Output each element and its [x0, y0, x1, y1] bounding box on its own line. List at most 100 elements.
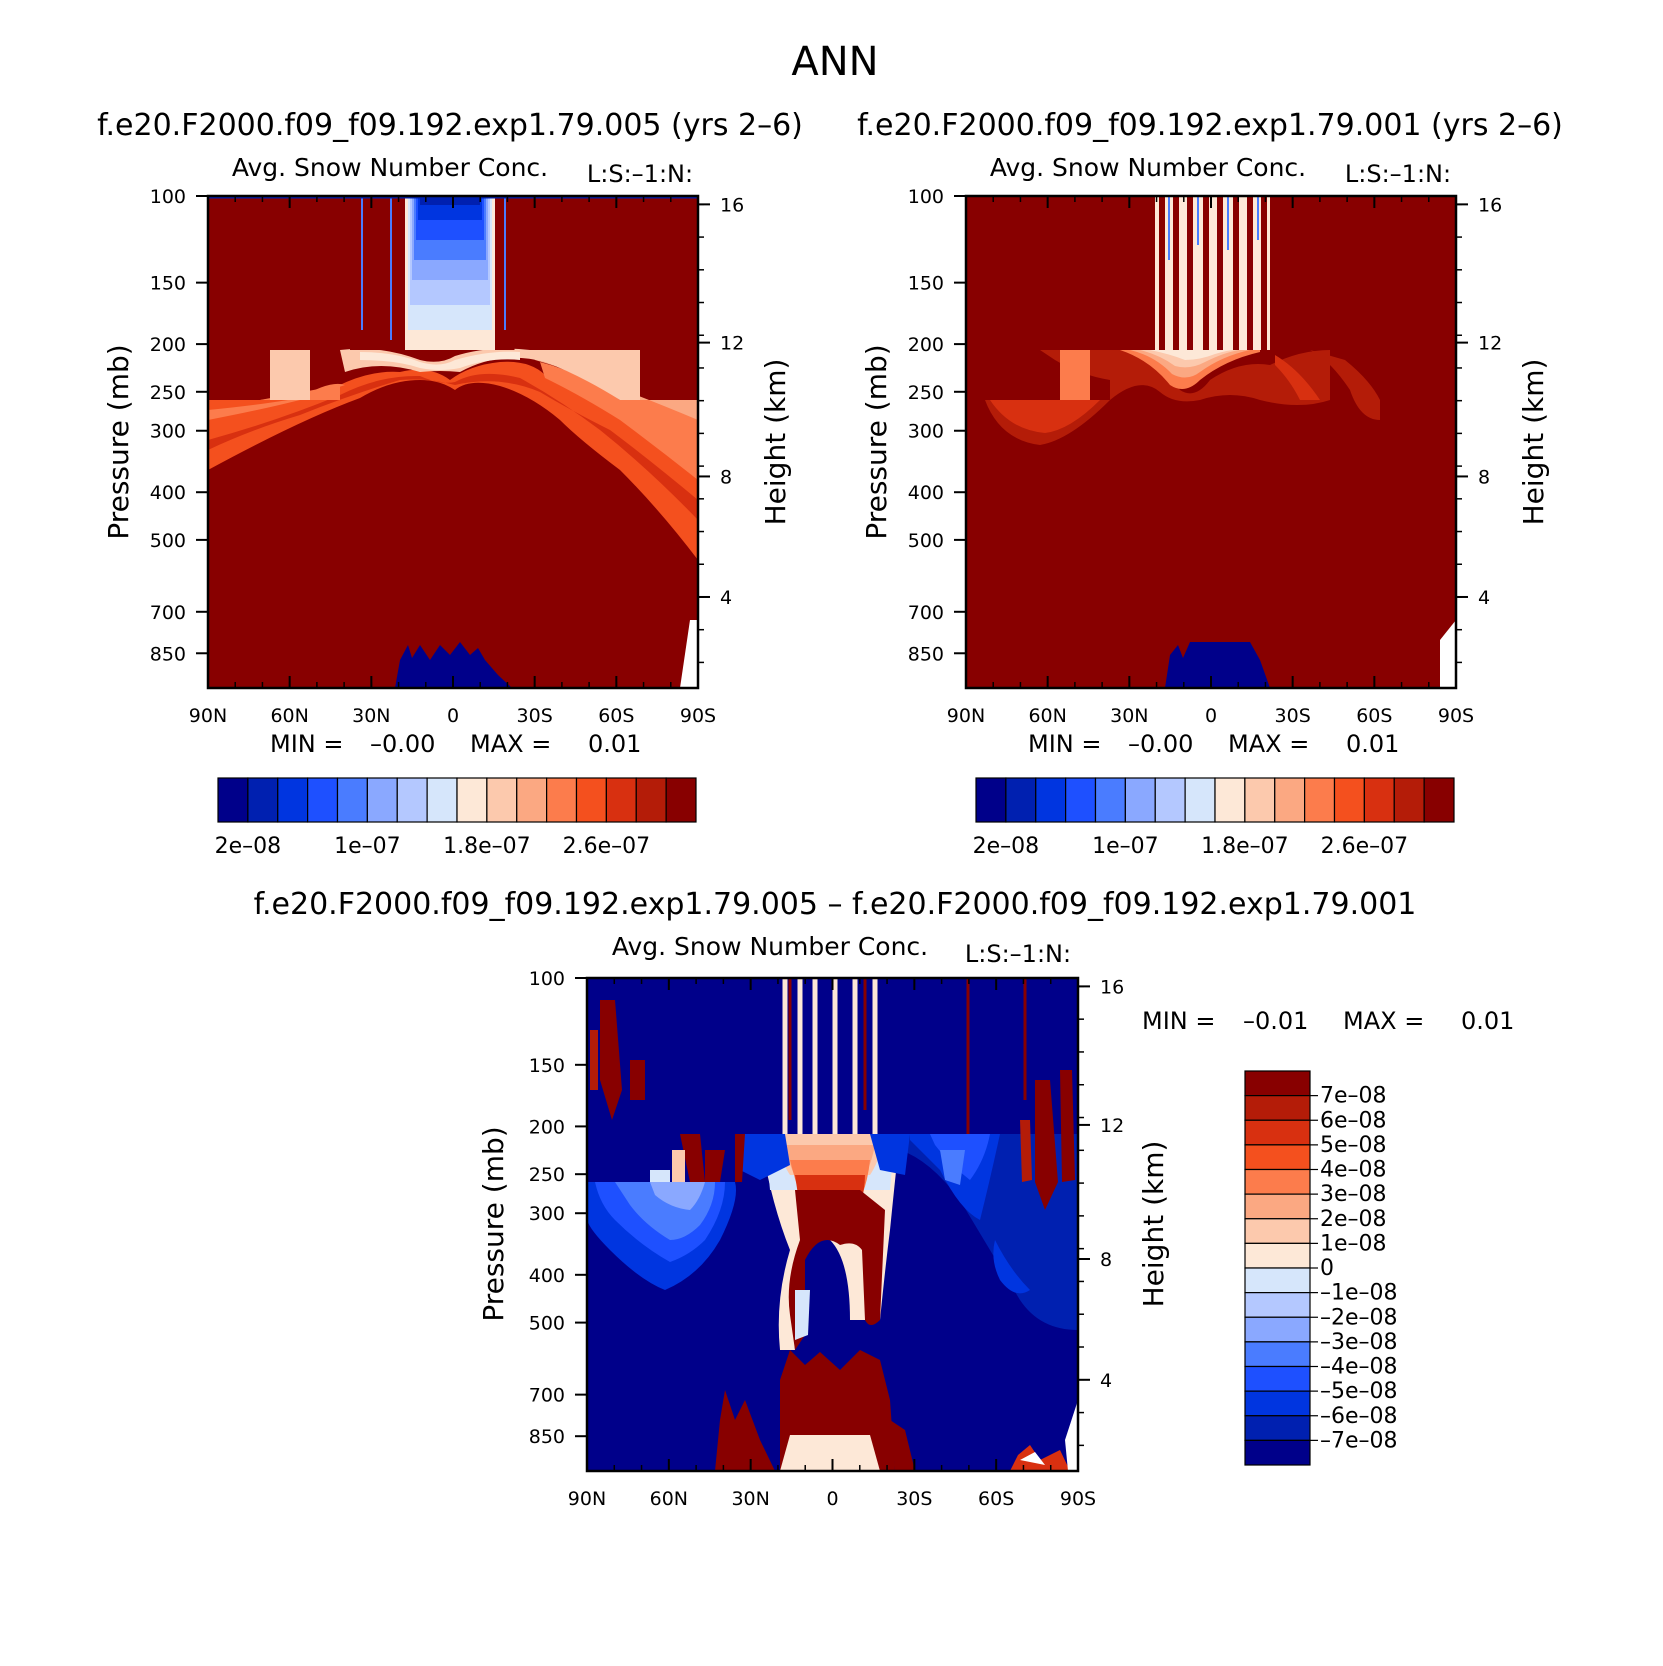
panel-b-min-label: MIN =	[1028, 730, 1101, 758]
panel-b-ytick-label: 400	[908, 482, 944, 504]
panel-a-colorbar-box	[307, 777, 339, 823]
panel-c-colorbar-box	[1244, 1365, 1311, 1392]
panel-a-colorbar: 2e–08 1e–07 1.8e–07 2.6e–07	[215, 777, 697, 859]
panel-a-ytick-label: 200	[150, 334, 186, 356]
panel-b-colorbar-box	[1094, 777, 1126, 823]
panel-a-min-value: –0.00	[370, 730, 435, 758]
panel-c-xtick-label: 30S	[896, 1488, 932, 1510]
panel-b-xtick-label: 60N	[1028, 705, 1066, 727]
panel-c-colorbar-label: –4e–08	[1320, 1355, 1398, 1380]
panel-b-min-value: –0.00	[1128, 730, 1193, 758]
panel-a-colorbar-box	[575, 777, 607, 823]
panel-b-colorbar-box	[1274, 777, 1306, 823]
panel-b-colorbar-label: 2e–08	[973, 834, 1040, 859]
panel-c-y2tick-label: 8	[1100, 1249, 1112, 1271]
panel-a-colorbar-box	[665, 777, 697, 823]
panel-a-colorbar-box	[456, 777, 488, 823]
panel-b-colorbar-label: 1e–07	[1092, 834, 1159, 859]
panel-b-case-title: f.e20.F2000.f09_f09.192.exp1.79.001 (yrs…	[857, 108, 1563, 143]
panel-c-colorbar-label: 0	[1320, 1256, 1334, 1281]
panel-b-xtick-label: 90S	[1438, 705, 1474, 727]
panel-b-y2label: Height (km)	[1517, 359, 1550, 526]
panel-a-colorbar-box	[546, 777, 578, 823]
panel-c-colorbar-box	[1244, 1070, 1311, 1097]
panel-a-colorbar-box	[605, 777, 637, 823]
panel-a-min-label: MIN =	[270, 730, 343, 758]
panel-b-xtick-label: 30N	[1110, 705, 1148, 727]
panel-c-y2tick-label: 12	[1100, 1115, 1124, 1137]
panel-c-contour-field	[587, 978, 1078, 1471]
panel-b-xtick-label: 60S	[1356, 705, 1392, 727]
panel-c-xtick-label: 30N	[731, 1488, 769, 1510]
panel-b-colorbar-box	[1005, 777, 1037, 823]
panel-c-ytick-label: 400	[529, 1265, 565, 1287]
panel-b-ylabel: Pressure (mb)	[860, 344, 893, 539]
panel-c-colorbar-label: –1e–08	[1320, 1281, 1398, 1306]
panel-case-b: f.e20.F2000.f09_f09.192.exp1.79.001 (yrs…	[857, 108, 1563, 859]
panel-b-ytick-label: 200	[908, 334, 944, 356]
panel-c-colorbar-label: 7e–08	[1320, 1084, 1387, 1109]
panel-c-colorbar-label: –5e–08	[1320, 1379, 1398, 1404]
panel-c-colorbar-box	[1244, 1390, 1311, 1417]
panel-a-xtick-label: 60N	[270, 705, 308, 727]
panel-a-colorbar-label: 1e–07	[334, 834, 401, 859]
panel-c-ytick-label: 150	[529, 1055, 565, 1077]
panel-b-ytick-label: 150	[908, 273, 944, 295]
panel-c-colorbar-box	[1244, 1144, 1311, 1171]
panel-c-ytick-label: 700	[529, 1385, 565, 1407]
panel-b-ytick-label: 100	[908, 186, 944, 208]
panel-c-colorbar-box	[1244, 1193, 1311, 1220]
panel-b-colorbar-box	[1333, 777, 1365, 823]
panel-c-ytick-label: 850	[529, 1426, 565, 1448]
panel-a-colorbar-box	[247, 777, 279, 823]
panel-a-y2label: Height (km)	[759, 359, 792, 526]
panel-c-colorbar-box	[1244, 1415, 1311, 1441]
panel-b-ytick-label: 250	[908, 382, 944, 404]
panel-a-y2tick-label: 8	[720, 466, 732, 488]
panel-c-colorbar-box	[1244, 1316, 1311, 1343]
panel-a-case-title: f.e20.F2000.f09_f09.192.exp1.79.005 (yrs…	[97, 108, 803, 143]
panel-a-colorbar-box	[336, 777, 368, 823]
panel-b-units: L:S:–1:N:	[1345, 160, 1451, 188]
panel-c-colorbar-label: 5e–08	[1320, 1133, 1387, 1158]
panel-b-ytick-label: 700	[908, 602, 944, 624]
panel-b-y2tick-label: 16	[1478, 194, 1502, 216]
panel-a-xtick-label: 90S	[680, 705, 716, 727]
panel-b-colorbar-label: 1.8e–07	[1201, 834, 1289, 859]
panel-c-colorbar-box	[1244, 1218, 1311, 1244]
panel-a-ytick-label: 850	[150, 643, 186, 665]
panel-a-colorbar-box	[217, 777, 249, 823]
panel-c-max-label: MAX =	[1343, 1007, 1424, 1035]
panel-b-xtick-label: 0	[1205, 705, 1217, 727]
panel-c-ylabel: Pressure (mb)	[477, 1126, 510, 1321]
panel-b-title: Avg. Snow Number Conc.	[990, 153, 1306, 182]
panel-b-colorbar-box	[1065, 777, 1097, 823]
panel-b-colorbar-box	[1035, 777, 1067, 823]
panel-b-colorbar-box	[1244, 777, 1276, 823]
panel-b-max-label: MAX =	[1228, 730, 1309, 758]
panel-c-units: L:S:–1:N:	[965, 940, 1071, 968]
panel-c-colorbar-box	[1244, 1341, 1311, 1368]
panel-c-colorbar-box	[1244, 1292, 1311, 1318]
panel-c-max-value: 0.01	[1461, 1007, 1514, 1035]
panel-a-max-value: 0.01	[588, 730, 641, 758]
panel-a-units: L:S:–1:N:	[587, 160, 693, 188]
panel-a-xtick-label: 90N	[189, 705, 227, 727]
panel-case-a: f.e20.F2000.f09_f09.192.exp1.79.005 (yrs…	[97, 108, 803, 859]
panel-a-ytick-label: 500	[150, 530, 186, 552]
figure-title: ANN	[791, 39, 878, 85]
panel-a-colorbar-box	[426, 777, 458, 823]
panel-c-colorbar-box	[1244, 1267, 1311, 1294]
panel-b-xtick-label: 30S	[1275, 705, 1311, 727]
panel-b-y2tick-label: 12	[1478, 333, 1502, 355]
panel-c-colorbar-label: –7e–08	[1320, 1428, 1398, 1453]
panel-b-xtick-label: 90N	[947, 705, 985, 727]
panel-a-y2tick-label: 4	[720, 587, 732, 609]
panel-c-colorbar-label: –2e–08	[1320, 1305, 1398, 1330]
panel-b-colorbar-label: 2.6e–07	[1321, 834, 1409, 859]
panel-c-ytick-label: 250	[529, 1164, 565, 1186]
panel-c-title: Avg. Snow Number Conc.	[612, 932, 928, 961]
panel-c-colorbar-box	[1244, 1119, 1311, 1146]
panel-c-y2tick-label: 4	[1100, 1370, 1112, 1392]
panel-b-colorbar-box	[1154, 777, 1186, 823]
